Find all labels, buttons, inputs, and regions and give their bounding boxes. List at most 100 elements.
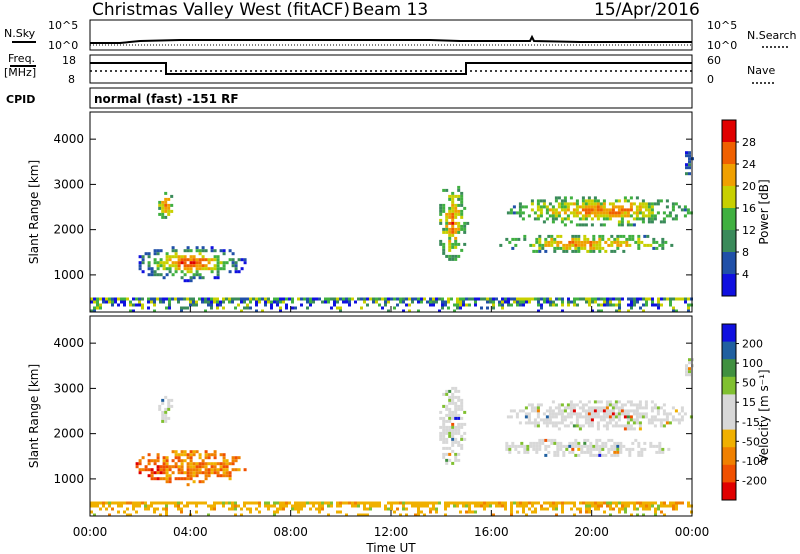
data-cell	[189, 465, 193, 469]
data-cell	[228, 507, 231, 511]
colorbar-swatch	[722, 429, 736, 448]
data-cell	[538, 249, 542, 253]
data-cell	[460, 203, 464, 207]
data-cell	[267, 297, 270, 301]
data-cell	[454, 239, 458, 243]
data-cell	[593, 406, 597, 410]
data-cell	[501, 303, 504, 307]
data-cell	[183, 453, 187, 457]
data-cell	[642, 297, 645, 301]
data-cell	[569, 400, 573, 404]
data-cell	[666, 504, 669, 508]
data-cell	[671, 418, 675, 422]
data-cell	[170, 209, 174, 213]
data-cell	[132, 507, 135, 511]
data-cell	[234, 306, 237, 310]
data-cell	[685, 370, 688, 374]
data-cell	[222, 249, 226, 253]
data-cell	[522, 510, 525, 514]
data-cell	[147, 261, 151, 265]
data-cell	[279, 300, 282, 304]
data-cell	[126, 297, 129, 301]
data-cell	[685, 154, 688, 158]
data-cell	[588, 507, 591, 511]
data-cell	[147, 267, 151, 271]
data-cell	[617, 223, 621, 227]
data-cell	[156, 453, 160, 457]
data-cell	[586, 237, 590, 241]
data-cell	[192, 480, 196, 484]
data-cell	[463, 437, 467, 441]
data-cell	[456, 300, 459, 304]
data-cell	[638, 205, 642, 209]
data-cell	[583, 450, 587, 454]
data-cell	[129, 513, 132, 517]
data-cell	[521, 409, 525, 413]
data-cell	[560, 199, 564, 203]
data-cell	[611, 208, 615, 212]
data-cell	[177, 507, 180, 511]
data-cell	[442, 242, 446, 246]
data-cell	[585, 504, 588, 508]
data-cell	[189, 258, 193, 262]
data-cell	[597, 501, 600, 505]
data-cell	[210, 246, 214, 250]
data-cell	[375, 297, 378, 301]
data-cell	[454, 455, 458, 459]
data-cell	[501, 297, 504, 301]
data-cell	[451, 434, 455, 438]
data-cell	[213, 300, 216, 304]
data-cell	[629, 400, 633, 404]
data-cell	[189, 450, 193, 454]
data-cell	[93, 501, 96, 505]
data-cell	[577, 444, 581, 448]
data-cell	[363, 300, 366, 304]
data-cell	[300, 507, 303, 511]
data-cell	[108, 300, 111, 304]
data-cell	[231, 468, 235, 472]
data-cell	[609, 507, 612, 511]
data-cell	[210, 270, 214, 274]
data-cell	[454, 407, 458, 411]
data-cell	[602, 412, 606, 416]
freq-tick-top: 18	[62, 54, 76, 67]
data-cell	[442, 446, 446, 450]
data-cell	[657, 507, 660, 511]
time-axis: 00:00 04:00 08:00 12:00 16:00 20:00 00:00	[73, 306, 709, 539]
colorbar-tick-label: 24	[742, 158, 756, 171]
data-cell	[674, 217, 678, 221]
data-cell	[660, 303, 663, 307]
data-cell	[228, 300, 231, 304]
data-cell	[504, 504, 507, 508]
data-cell	[574, 453, 578, 457]
data-cell	[613, 237, 617, 241]
data-cell	[551, 415, 555, 419]
data-cell	[198, 273, 202, 277]
data-cell	[526, 450, 530, 454]
data-cell	[291, 504, 294, 508]
data-cell	[603, 297, 606, 301]
data-cell	[171, 450, 175, 454]
data-cell	[658, 450, 662, 454]
data-cell	[619, 234, 623, 238]
data-cell	[677, 205, 681, 209]
data-cell	[228, 474, 232, 478]
data-cell	[551, 214, 555, 218]
data-cell	[603, 300, 606, 304]
freq-label: Freq.	[8, 52, 35, 65]
data-cell	[571, 444, 575, 448]
data-cell	[213, 468, 217, 472]
data-cell	[216, 462, 220, 466]
data-cell	[662, 424, 666, 428]
data-cell	[608, 409, 612, 413]
data-cell	[297, 501, 300, 505]
data-cell	[595, 246, 599, 250]
data-cell	[171, 273, 175, 277]
data-cell	[538, 447, 542, 451]
data-cell	[192, 255, 196, 259]
data-cell	[681, 297, 684, 301]
data-cell	[447, 306, 450, 310]
data-cell	[641, 415, 645, 419]
data-cell	[635, 208, 639, 212]
data-cell	[442, 404, 446, 408]
